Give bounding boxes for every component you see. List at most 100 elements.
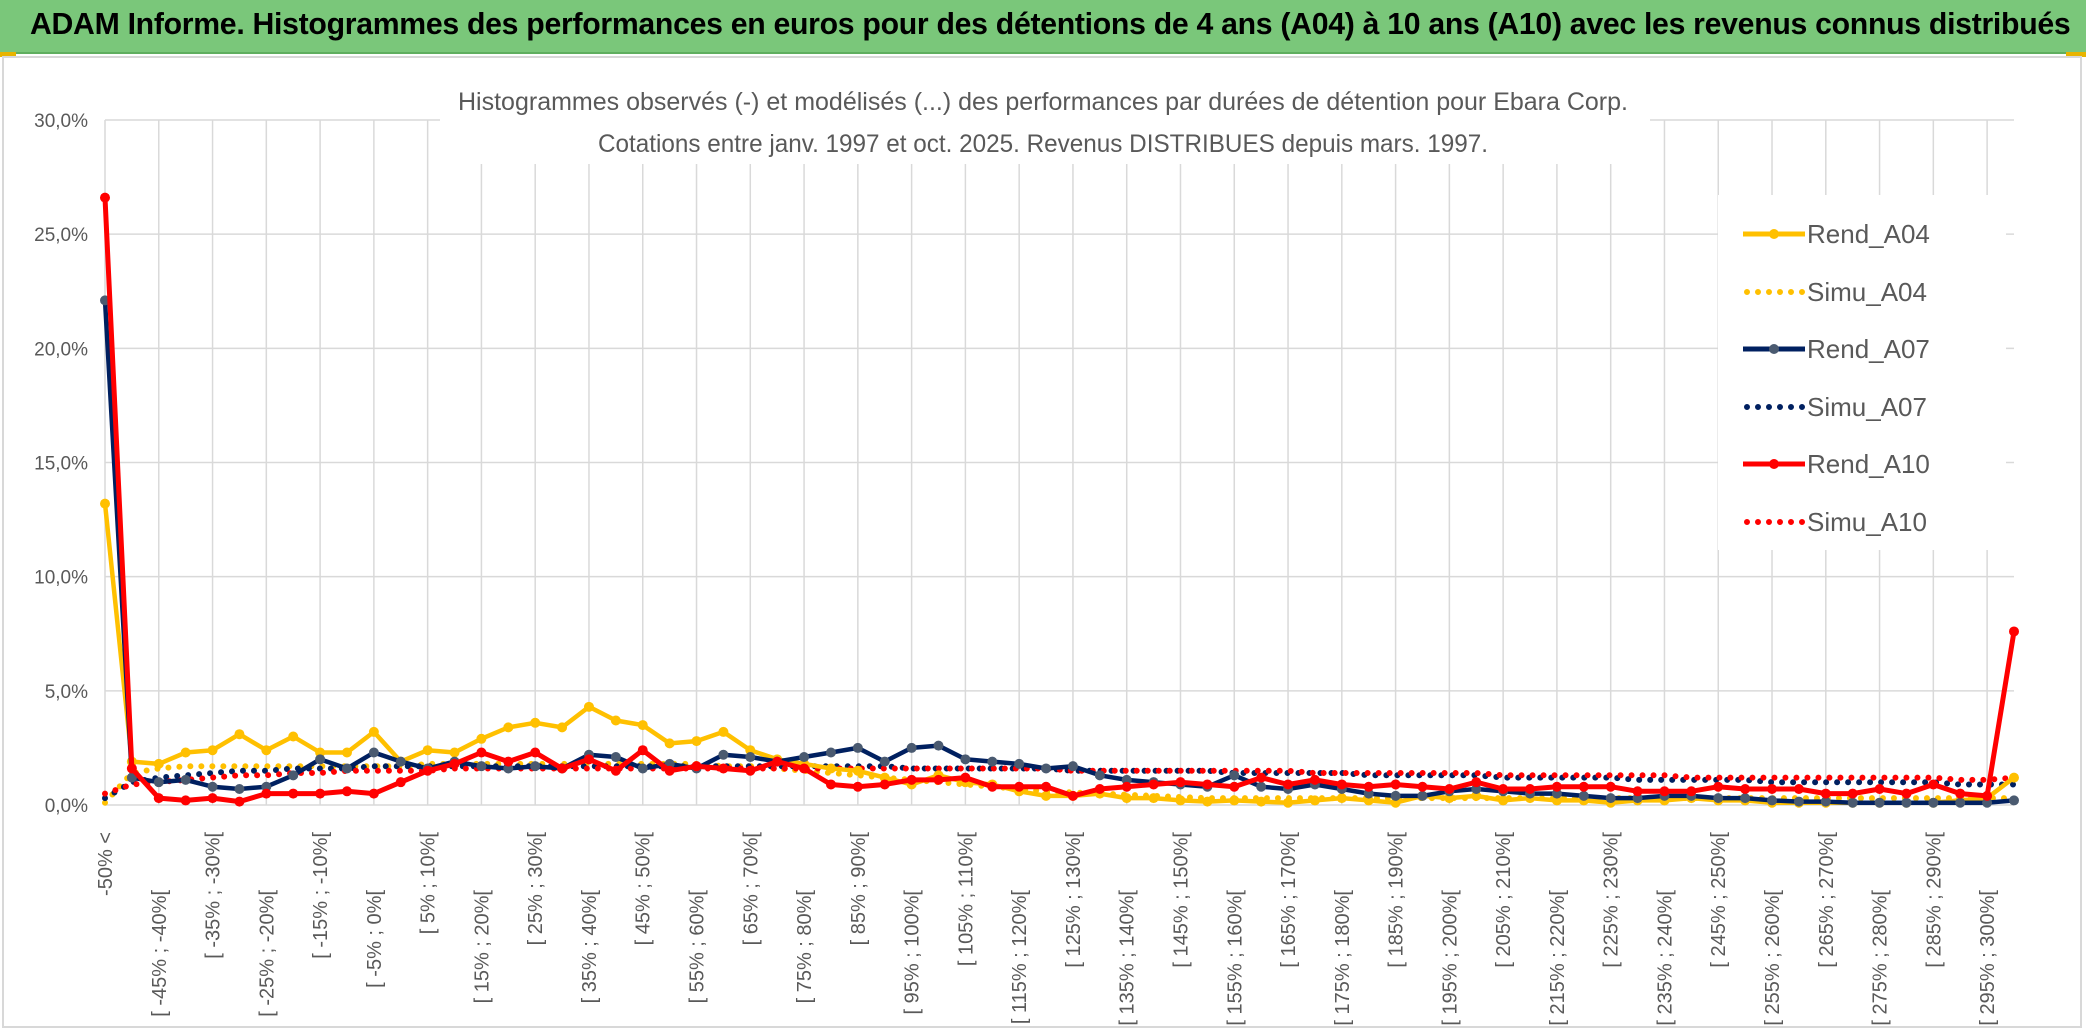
data-point-rend_a07	[180, 774, 191, 785]
x-tick-label: [ 65% ; 70%[	[740, 832, 762, 946]
data-point-rend_a07	[879, 756, 890, 767]
data-point-rend_a10	[987, 781, 998, 792]
data-point-rend_a04	[1498, 795, 1509, 806]
data-point-rend_a10	[1256, 772, 1267, 783]
data-point-rend_a10	[933, 774, 944, 785]
data-point-rend_a07	[261, 781, 272, 792]
data-point-rend_a04	[583, 701, 594, 712]
data-point-rend_a07	[825, 747, 836, 758]
data-point-rend_a07	[1256, 781, 1267, 792]
data-point-rend_a10	[772, 756, 783, 767]
data-point-rend_a10	[1471, 777, 1482, 788]
chart-subtitle: Cotations entre janv. 1997 et oct. 2025.…	[598, 130, 1488, 158]
data-point-rend_a04	[153, 758, 164, 769]
x-tick-label: [ 115% ; 120%[	[1009, 890, 1031, 1025]
data-point-rend_a04	[1363, 795, 1374, 806]
data-point-rend_a10	[1202, 779, 1213, 790]
x-tick-label: [ 245% ; 250%[	[1708, 832, 1730, 968]
data-point-rend_a10	[1874, 784, 1885, 795]
data-point-rend_a04	[825, 763, 836, 774]
data-point-rend_a10	[906, 774, 917, 785]
legend: Rend_A04 Simu_A04 Rend_A07 Simu_A07 Rend_A10…	[1718, 195, 2006, 550]
data-point-rend_a07	[476, 761, 487, 772]
data-point-rend_a10	[1283, 779, 1294, 790]
data-point-rend_a10	[1417, 781, 1428, 792]
x-tick-label: [ -25% ; -20%[	[256, 890, 278, 1017]
data-point-rend_a07	[1901, 797, 1912, 808]
data-point-rend_a10	[664, 765, 675, 776]
y-tick-label: 15,0%	[34, 454, 88, 475]
data-point-rend_a04	[1041, 790, 1052, 801]
data-point-rend_a07	[1121, 774, 1132, 785]
data-point-rend_a10	[557, 763, 568, 774]
corner-accent-left	[0, 52, 16, 57]
data-point-rend_a04	[1309, 795, 1320, 806]
data-point-rend_a04	[718, 726, 729, 737]
data-point-rend_a10	[100, 192, 110, 203]
y-tick-label: 10,0%	[34, 568, 88, 589]
data-point-rend_a10	[1713, 781, 1724, 792]
data-point-rend_a04	[530, 717, 541, 728]
data-point-rend_a07	[745, 752, 756, 763]
data-point-rend_a10	[825, 779, 836, 790]
x-tick-label: [ 235% ; 240%[	[1654, 890, 1676, 1026]
data-point-rend_a04	[234, 729, 245, 740]
data-point-rend_a10	[1982, 790, 1993, 801]
data-point-rend_a07	[1632, 793, 1643, 804]
data-point-rend_a07	[530, 761, 541, 772]
x-tick-label: [ -45% ; -40%[	[149, 890, 171, 1017]
x-tick-label: [ 125% ; 130%[	[1063, 832, 1085, 968]
data-point-rend_a10	[1041, 781, 1052, 792]
data-point-rend_a10	[610, 765, 621, 776]
data-point-rend_a07	[960, 754, 971, 765]
x-tick-label: [ 55% ; 60%[	[687, 890, 709, 1004]
x-tick-label: [ 255% ; 260%[	[1762, 890, 1784, 1026]
data-point-rend_a10	[1363, 781, 1374, 792]
data-point-rend_a10	[503, 756, 514, 767]
x-tick-label: [ 95% ; 100%[	[902, 890, 924, 1015]
series-lines	[100, 192, 2019, 808]
data-point-rend_a04	[610, 715, 621, 726]
x-tick-label: [ 285% ; 290%[	[1923, 832, 1945, 968]
data-point-rend_a10	[1578, 781, 1589, 792]
data-point-rend_a10	[1820, 788, 1831, 799]
data-point-rend_a10	[1740, 784, 1751, 795]
data-point-rend_a07	[1363, 788, 1374, 799]
x-tick-label: [ 25% ; 30%[	[525, 832, 547, 946]
legend-marker	[1769, 229, 1779, 239]
data-point-rend_a04	[852, 765, 863, 776]
data-point-rend_a07	[1067, 761, 1078, 772]
legend-label: Rend_A07	[1807, 334, 1930, 364]
data-point-rend_a04	[1390, 797, 1401, 808]
data-point-rend_a10	[1659, 786, 1670, 797]
corner-accent-right	[2066, 52, 2086, 57]
data-point-rend_a07	[799, 752, 810, 763]
data-point-rend_a07	[1229, 770, 1240, 781]
x-tick-label: [ 75% ; 80%[	[794, 890, 816, 1004]
data-point-rend_a04	[557, 722, 568, 733]
data-point-rend_a04	[449, 747, 460, 758]
x-tick-label: [ 105% ; 110%[	[955, 832, 977, 967]
data-point-rend_a10	[718, 763, 729, 774]
data-point-rend_a04	[207, 745, 218, 756]
data-point-rend_a07	[315, 754, 326, 765]
data-point-rend_a04	[422, 745, 433, 756]
data-point-rend_a07	[1471, 784, 1482, 795]
legend-label: Rend_A10	[1807, 449, 1930, 479]
x-tick-label: [ 5% ; 10%[	[418, 832, 440, 935]
data-point-rend_a10	[1094, 784, 1105, 795]
data-point-rend_a07	[610, 752, 621, 763]
data-point-rend_a10	[1793, 784, 1804, 795]
x-tick-label: [ 135% ; 140%[	[1117, 890, 1139, 1026]
data-point-rend_a07	[341, 763, 352, 774]
data-point-rend_a10	[207, 793, 218, 804]
data-point-rend_a04	[879, 772, 890, 783]
data-point-rend_a07	[987, 756, 998, 767]
x-tick-label: [ 175% ; 180%[	[1332, 890, 1354, 1026]
data-point-rend_a07	[234, 784, 245, 795]
data-point-rend_a10	[1121, 781, 1132, 792]
data-point-rend_a07	[1417, 790, 1428, 801]
legend-label: Rend_A04	[1807, 219, 1930, 249]
data-point-rend_a10	[691, 761, 702, 772]
